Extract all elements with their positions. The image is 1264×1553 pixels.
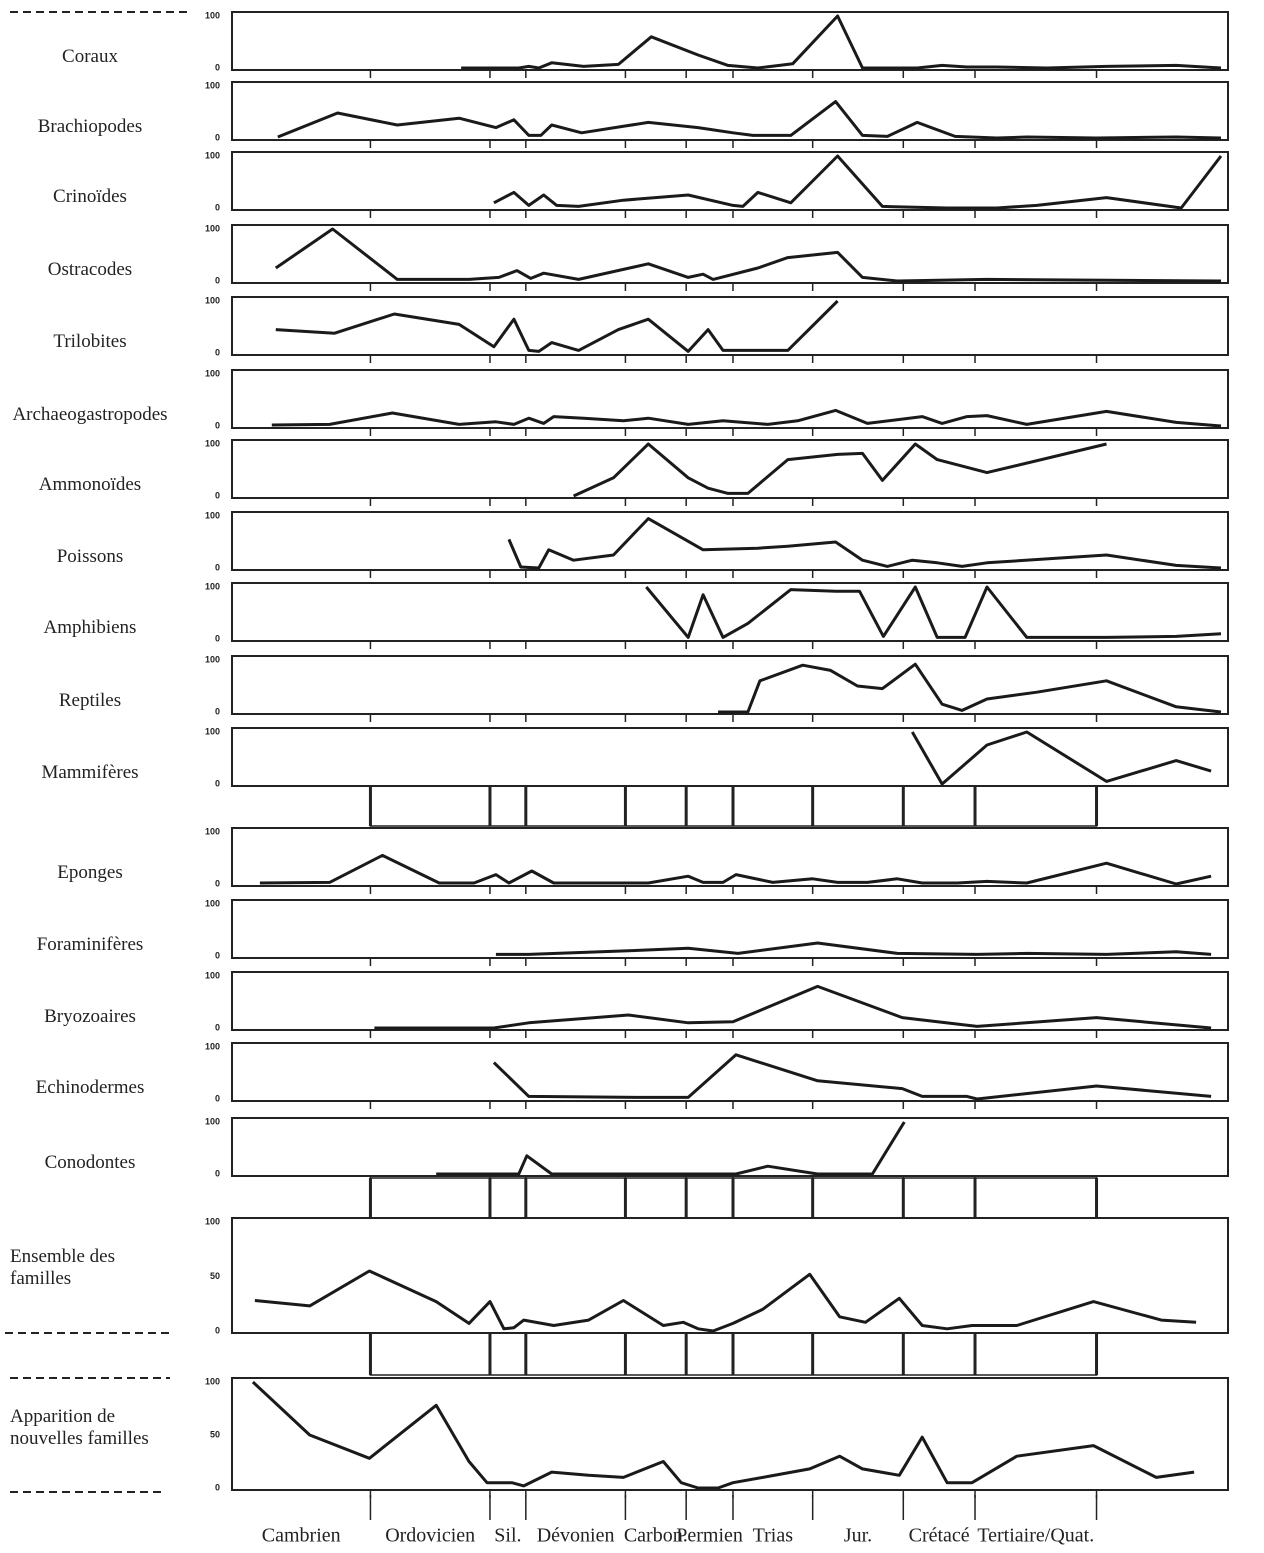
y-tick-label: 0: [215, 633, 220, 643]
data-line: [718, 664, 1221, 712]
y-tick-label: 100: [205, 898, 220, 908]
group-label: Conodontes: [0, 1152, 185, 1174]
y-tick-label: 100: [205, 368, 220, 378]
group-label: Trilobites: [0, 331, 185, 353]
y-tick-label: 0: [215, 1093, 220, 1103]
period-label: Dévonien: [537, 1525, 615, 1547]
y-tick-label: 100: [205, 1376, 220, 1386]
y-tick-label: 100: [205, 1041, 220, 1051]
data-line: [646, 587, 1221, 637]
panel-frame: [232, 512, 1228, 570]
group-label: Eponges: [0, 862, 185, 884]
group-label: Ensemble des familles: [0, 1246, 180, 1290]
group-label: Ostracodes: [0, 259, 185, 281]
data-line: [494, 1055, 1211, 1099]
period-label: Sil.: [494, 1525, 521, 1547]
y-tick-label: 100: [205, 581, 220, 591]
group-label: Foraminifères: [0, 934, 185, 956]
data-line: [461, 16, 1221, 68]
group-label: Coraux: [0, 46, 185, 68]
y-tick-label: 100: [205, 223, 220, 233]
group-label: Reptiles: [0, 690, 185, 712]
panel-frame: [232, 370, 1228, 428]
group-label: Archaeogastropodes: [0, 404, 185, 426]
y-tick-label: 0: [215, 778, 220, 788]
panel-frame: [232, 900, 1228, 958]
panel-frame: [232, 1118, 1228, 1176]
group-label: Echinodermes: [0, 1077, 185, 1099]
data-line: [272, 410, 1221, 426]
panel-frame: [232, 297, 1228, 355]
data-line: [436, 1122, 904, 1174]
y-tick-label: 0: [215, 275, 220, 285]
data-line: [912, 732, 1211, 784]
panel-frame: [232, 440, 1228, 498]
group-label: Apparition de nouvelles familles: [0, 1406, 180, 1450]
y-tick-label: 100: [205, 1216, 220, 1226]
data-line: [509, 519, 1221, 568]
y-tick-label: 0: [215, 62, 220, 72]
y-tick-label: 0: [215, 950, 220, 960]
period-label: Ordovicien: [385, 1525, 475, 1547]
y-tick-label: 100: [205, 150, 220, 160]
y-tick-label: 50: [210, 1429, 220, 1439]
group-label: Brachiopodes: [0, 116, 185, 138]
y-tick-label: 50: [210, 1271, 220, 1281]
group-label: Ammonoïdes: [0, 474, 185, 496]
y-tick-label: 100: [205, 826, 220, 836]
panel-frame: [232, 728, 1228, 786]
y-tick-label: 100: [205, 10, 220, 20]
y-tick-label: 0: [215, 1325, 220, 1335]
y-tick-label: 100: [205, 970, 220, 980]
y-tick-label: 0: [215, 1482, 220, 1492]
figure: 0 100 0 100 0 100 0 100 0 100 0 100 0 100 0 100 0 100 0 100…: [0, 0, 1264, 1553]
y-tick-label: 100: [205, 726, 220, 736]
y-tick-label: 0: [215, 1022, 220, 1032]
y-tick-label: 0: [215, 706, 220, 716]
y-tick-label: 0: [215, 347, 220, 357]
y-tick-label: 100: [205, 510, 220, 520]
data-line: [574, 444, 1107, 496]
period-label: Crétacé: [909, 1525, 970, 1547]
data-line: [276, 229, 1221, 281]
period-label: Cambrien: [262, 1525, 341, 1547]
panel-frame: [232, 12, 1228, 70]
y-tick-label: 100: [205, 654, 220, 664]
y-tick-label: 0: [215, 202, 220, 212]
data-line: [255, 1271, 1196, 1331]
y-tick-label: 100: [205, 80, 220, 90]
period-label: Trias: [753, 1525, 794, 1547]
chart: 0 100 0 100 0 100 0 100 0 100 0 100 0 100 0 100 0 100 0 100…: [0, 0, 1264, 1553]
y-tick-label: 0: [215, 878, 220, 888]
data-line: [260, 855, 1211, 884]
panel-frame: [232, 1378, 1228, 1490]
panel-frame: [232, 1043, 1228, 1101]
y-tick-label: 100: [205, 438, 220, 448]
group-label: Bryozoaires: [0, 1006, 185, 1028]
data-line: [278, 102, 1221, 138]
y-tick-label: 0: [215, 490, 220, 500]
y-tick-label: 0: [215, 132, 220, 142]
data-line: [253, 1382, 1194, 1488]
group-label: Crinoïdes: [0, 186, 185, 208]
y-tick-label: 0: [215, 420, 220, 430]
y-tick-label: 100: [205, 1116, 220, 1126]
group-label: Amphibiens: [0, 617, 185, 639]
y-tick-label: 0: [215, 1168, 220, 1178]
y-tick-label: 0: [215, 562, 220, 572]
y-tick-label: 100: [205, 295, 220, 305]
data-line: [276, 301, 838, 351]
data-line: [496, 943, 1211, 954]
period-label: Permien: [676, 1525, 743, 1547]
period-label: Jur.: [844, 1525, 872, 1547]
data-line: [494, 156, 1221, 208]
period-label: Tertiaire/Quat.: [977, 1525, 1094, 1547]
group-label: Poissons: [0, 546, 185, 568]
group-label: Mammifères: [0, 762, 185, 784]
data-line: [374, 986, 1211, 1028]
